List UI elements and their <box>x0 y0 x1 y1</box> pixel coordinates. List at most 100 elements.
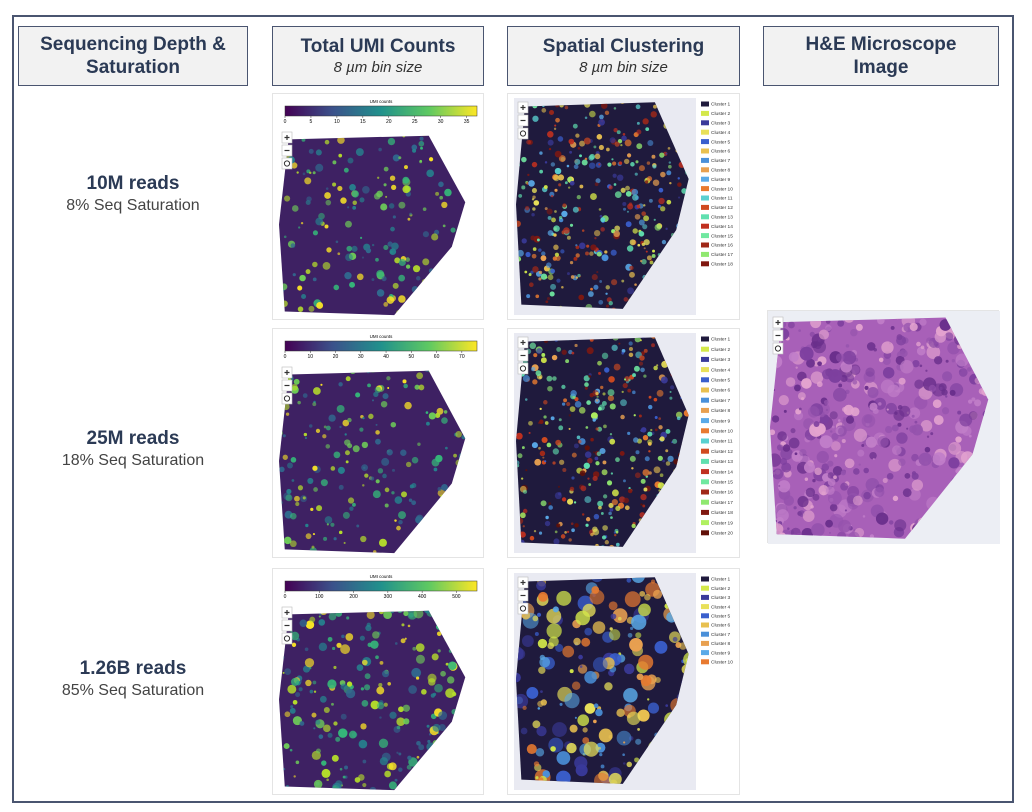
tissue-patch <box>380 203 388 211</box>
tissue-patch <box>281 300 288 307</box>
tissue-patch <box>521 635 534 647</box>
tissue-patch <box>459 226 463 230</box>
tissue-patch <box>593 229 601 237</box>
tissue-patch <box>415 654 425 664</box>
tissue-patch <box>361 256 365 259</box>
tissue-patch <box>412 265 421 273</box>
tissue-patch <box>677 177 680 180</box>
tissue-patch <box>920 419 933 432</box>
legend-swatch <box>701 428 709 434</box>
tissue-patch <box>599 752 603 757</box>
tissue-patch <box>625 221 632 228</box>
tissue-patch <box>340 713 347 720</box>
cluster-panel: Cluster 1 Cluster 2 Cluster 3 Cluster 4 Clus… <box>507 328 740 558</box>
tissue-patch <box>855 323 863 331</box>
tissue-patch <box>642 469 650 477</box>
tissue-patch <box>355 148 364 157</box>
tissue-patch <box>338 728 348 738</box>
tissue-patch <box>554 150 562 158</box>
tissue-patch <box>320 479 328 487</box>
tissue-patch <box>463 446 466 455</box>
tissue-patch <box>352 445 360 453</box>
tissue-patch <box>295 501 300 507</box>
legend-swatch <box>701 120 709 126</box>
tissue-patch <box>845 415 855 424</box>
tissue-patch <box>365 624 372 632</box>
tissue-patch <box>896 335 907 346</box>
tissue-patch <box>595 461 600 466</box>
tissue-patch <box>391 491 395 495</box>
tissue-patch <box>626 578 632 583</box>
legend-label: Cluster 15 <box>711 233 733 239</box>
tissue-patch <box>444 736 448 740</box>
read-count: 25M reads <box>86 428 180 449</box>
tissue-patch <box>598 163 601 166</box>
tissue-patch <box>658 417 662 420</box>
reset-icon <box>283 635 291 642</box>
tissue-patch <box>662 459 665 463</box>
tissue-patch <box>540 699 547 706</box>
tissue-patch <box>812 478 816 483</box>
legend-label: Cluster 3 <box>711 357 731 363</box>
row-label: 10M reads 8% Seq Saturation <box>18 172 248 216</box>
tissue-patch <box>451 159 456 164</box>
tissue-patch <box>945 395 948 398</box>
tissue-patch <box>591 274 598 281</box>
tissue-patch <box>325 425 331 431</box>
tissue-patch <box>569 223 574 227</box>
tissue-patch <box>541 353 546 357</box>
tissue-patch <box>550 162 556 167</box>
legend-swatch <box>701 242 709 248</box>
tissue-patch <box>629 271 635 278</box>
tissue-patch <box>333 284 340 291</box>
tissue-patch <box>335 240 339 244</box>
tissue-patch <box>280 197 283 200</box>
zoom-in-icon <box>520 340 526 345</box>
tissue-patch <box>537 707 541 710</box>
tissue-patch <box>371 278 375 282</box>
tissue-patch <box>315 149 322 156</box>
tissue-patch <box>333 665 337 670</box>
tissue-patch <box>564 181 568 185</box>
tissue-patch <box>578 407 586 414</box>
tissue-patch <box>324 139 330 145</box>
tissue-patch <box>604 682 613 691</box>
tissue-patch <box>577 664 588 674</box>
tissue-patch <box>547 215 552 220</box>
tissue-patch <box>652 589 663 599</box>
tissue-patch <box>585 517 591 522</box>
tissue-patch <box>569 486 575 492</box>
reset-icon <box>519 605 527 612</box>
tissue-patch <box>367 383 371 388</box>
tissue-patch <box>914 420 918 424</box>
tissue-patch <box>378 738 389 749</box>
tissue-patch <box>333 721 338 726</box>
tissue-patch <box>803 461 815 473</box>
tissue-patch <box>550 268 556 274</box>
tissue-patch <box>631 188 639 196</box>
tissue-patch <box>575 245 580 250</box>
tissue-patch <box>579 665 583 668</box>
tissue-patch <box>398 519 403 525</box>
tissue-patch <box>653 104 657 109</box>
colorbar-tick-label: 300 <box>384 594 393 600</box>
tissue-patch <box>557 136 564 142</box>
tissue-patch <box>624 139 632 147</box>
colorbar-tick-label: 50 <box>409 354 415 360</box>
colorbar-tick-label: 40 <box>383 354 389 360</box>
legend-label: Cluster 12 <box>711 449 733 455</box>
tissue-patch <box>592 451 596 454</box>
tissue-patch <box>886 408 889 411</box>
tissue-patch <box>654 428 658 432</box>
tissue-patch <box>292 273 296 277</box>
tissue-patch <box>348 730 357 739</box>
tissue-patch <box>361 441 369 449</box>
tissue-patch <box>436 270 439 274</box>
tissue-patch <box>558 492 562 496</box>
tissue-patch <box>642 435 649 441</box>
tissue-patch <box>580 485 587 492</box>
tissue-patch <box>616 174 624 181</box>
tissue-patch <box>555 117 560 123</box>
tissue-patch <box>608 185 613 190</box>
tissue-patch <box>322 434 327 439</box>
